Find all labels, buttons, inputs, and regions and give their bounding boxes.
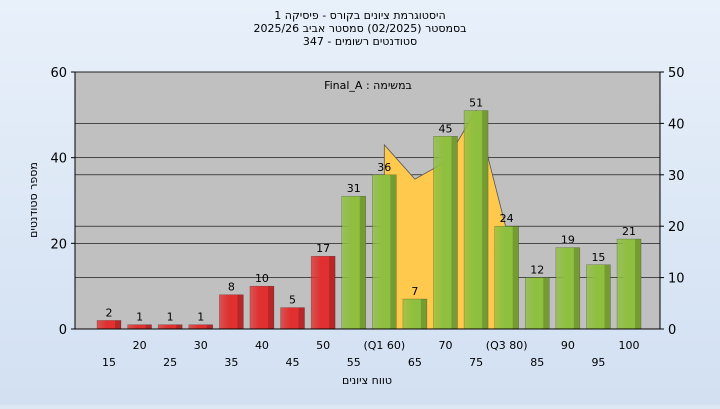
bar-shade [573, 247, 580, 329]
bar-shade [298, 307, 305, 329]
x-tick-label: 50 [316, 339, 330, 352]
x-tick-label: 40 [255, 339, 269, 352]
x-tick-label: 20 [133, 339, 147, 352]
data-label: 24 [500, 212, 514, 225]
bar-shade [390, 174, 397, 329]
bar-shade [604, 264, 611, 329]
bar [402, 298, 428, 330]
bar [463, 110, 489, 330]
data-label: 17 [316, 242, 330, 255]
bar [433, 136, 458, 330]
data-label: 19 [561, 234, 575, 247]
x-axis-label: טווח ציונים [342, 374, 392, 387]
x-tick-label: 95 [591, 356, 605, 369]
bar-shade [512, 226, 519, 329]
bar [341, 195, 366, 330]
annotation: Final_A : במשימה [324, 79, 412, 92]
y2-tick-label: 10 [668, 272, 685, 287]
bar-shade [237, 294, 244, 329]
bar [310, 255, 336, 330]
y2-tick-label: 40 [668, 117, 685, 132]
data-label: 10 [255, 272, 269, 285]
y2-tick-label: 30 [668, 169, 685, 184]
data-label: 21 [622, 225, 636, 238]
y-tick-label: 20 [50, 237, 67, 252]
data-label: 1 [136, 311, 143, 324]
bar-shade [543, 277, 550, 329]
bar-shade [482, 110, 489, 329]
x-tick-label: 65 [408, 356, 422, 369]
y2-tick-label: 0 [668, 323, 676, 338]
bar [494, 225, 519, 330]
chart-subtitle: סטודנטים רשומים - 347 [303, 35, 417, 48]
bar [586, 264, 611, 330]
chart-title: היסטוגרמת ציונים בקורס - פיסיקה 1 [274, 9, 445, 22]
y2-tick-label: 20 [668, 220, 685, 235]
bar [616, 238, 642, 330]
data-label: 8 [228, 281, 235, 294]
bar-shade [359, 196, 366, 329]
bar [372, 174, 397, 330]
data-label: 15 [591, 251, 605, 264]
y2-tick-label: 50 [668, 66, 685, 81]
x-tick-label: 35 [224, 356, 238, 369]
x-tick-label: 55 [347, 356, 361, 369]
x-tick-label: 90 [561, 339, 575, 352]
data-label: 2 [106, 306, 113, 319]
y-tick-label: 40 [50, 152, 67, 167]
chart-subtitle: בסמסטר (02/2025) סמסטר אביב 2025/26 [253, 22, 466, 35]
data-label: 36 [377, 161, 391, 174]
data-label: 5 [289, 294, 296, 307]
bar-shade [145, 324, 152, 329]
x-tick-label: 70 [438, 339, 452, 352]
bar-shade [115, 320, 121, 329]
bar [555, 247, 581, 330]
bar-shade [420, 299, 427, 329]
bar-shade [635, 239, 642, 329]
data-label: 31 [347, 182, 361, 195]
x-tick-label: (Q1 60) [363, 339, 405, 352]
data-label: 45 [438, 122, 452, 135]
bar-shade [176, 324, 183, 329]
x-tick-label: 75 [469, 356, 483, 369]
x-tick-label: 100 [619, 339, 640, 352]
data-label: 1 [197, 311, 204, 324]
bar-shade [451, 136, 458, 329]
data-label: 7 [411, 285, 418, 298]
y-tick-label: 60 [50, 66, 67, 81]
bar-shade [329, 256, 336, 329]
bar [525, 277, 550, 330]
data-label: 1 [167, 311, 174, 324]
bar-shade [206, 324, 213, 329]
x-tick-label: 30 [194, 339, 208, 352]
bar-shade [267, 286, 274, 329]
x-tick-label: (Q3 80) [486, 339, 528, 352]
x-tick-label: 45 [286, 356, 300, 369]
x-tick-label: 85 [530, 356, 544, 369]
data-label: 51 [469, 97, 483, 110]
y-axis-label: מספר סטודנטים [27, 162, 40, 238]
bar [219, 294, 244, 330]
data-label: 12 [530, 264, 544, 277]
x-tick-label: 25 [163, 356, 177, 369]
y-tick-label: 0 [59, 323, 67, 338]
x-tick-label: 15 [102, 356, 116, 369]
